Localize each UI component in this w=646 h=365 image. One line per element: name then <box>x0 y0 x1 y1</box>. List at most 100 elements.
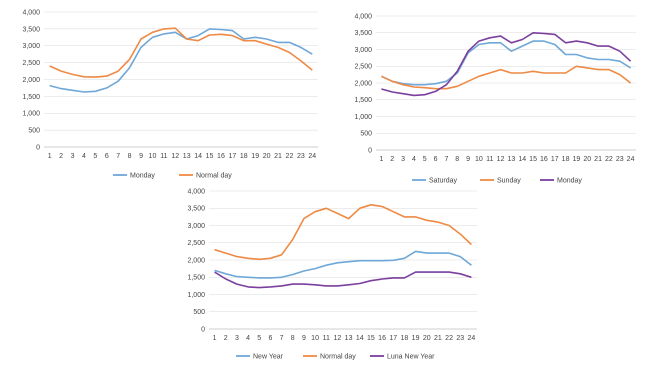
x-tick-label: 5 <box>93 153 97 160</box>
y-tick-label: 3,500 <box>22 26 40 33</box>
x-tick-label: 16 <box>540 156 548 163</box>
x-tick-label: 22 <box>445 335 453 342</box>
x-tick-label: 15 <box>206 153 214 160</box>
x-tick-label: 22 <box>286 153 294 160</box>
legend-label: Saturday <box>429 177 458 184</box>
x-tick-label: 4 <box>246 335 250 342</box>
x-tick-label: 3 <box>401 156 405 163</box>
x-tick-label: 9 <box>466 156 470 163</box>
series-line-new-year <box>214 250 472 279</box>
x-tick-label: 8 <box>455 156 459 163</box>
x-tick-label: 18 <box>240 153 248 160</box>
x-tick-label: 4 <box>82 153 86 160</box>
x-tick-label: 10 <box>311 335 319 342</box>
x-tick-label: 17 <box>228 153 236 160</box>
x-tick-label: 21 <box>434 335 442 342</box>
x-tick-label: 16 <box>217 153 225 160</box>
x-tick-label: 19 <box>251 153 259 160</box>
x-tick-label: 8 <box>128 153 132 160</box>
chart-weekend-vs-monday: 0 500 1,000 1,500 2,000 2,500 3,000 3,500 4,000 1… <box>354 13 636 184</box>
x-tick-label: 3 <box>71 153 75 160</box>
x-tick-label: 15 <box>529 156 537 163</box>
x-tick-label: 12 <box>497 156 505 163</box>
x-tick-label: 20 <box>263 153 271 160</box>
x-tick-label: 5 <box>257 335 261 342</box>
y-tick-label: 3,500 <box>187 206 205 213</box>
y-tick-label: 1,500 <box>22 94 40 101</box>
x-tick-label: 21 <box>274 153 282 160</box>
x-tick-label: 7 <box>280 335 284 342</box>
y-tick-label: 2,500 <box>187 240 205 247</box>
x-tick-label: 21 <box>594 156 602 163</box>
series-line-luna-new-year <box>214 271 472 289</box>
x-tick-label: 24 <box>627 156 635 163</box>
legend-label: New Year <box>253 353 284 360</box>
x-tick-label: 14 <box>518 156 526 163</box>
x-tick-label: 6 <box>105 153 109 160</box>
x-tick-label: 24 <box>308 153 316 160</box>
legend-label: Sunday <box>497 177 521 184</box>
chart-monday-vs-normal-day: 0 500 1,000 1,500 2,000 2,500 3,000 3,500 4,000 1… <box>22 9 318 179</box>
x-tick-label: 6 <box>434 156 438 163</box>
x-tick-label: 16 <box>378 335 386 342</box>
x-tick-label: 11 <box>160 153 167 160</box>
x-tick-label: 11 <box>486 156 493 163</box>
x-tick-label: 2 <box>224 335 228 342</box>
series-line-normal-day <box>214 204 472 261</box>
x-tick-label: 23 <box>297 153 305 160</box>
y-tick-label: 1,500 <box>354 97 372 104</box>
chart-holidays-vs-normal-day: 0 500 1,000 1,500 2,000 2,500 3,000 3,500 4,000 1… <box>187 188 477 360</box>
y-tick-label: 4,000 <box>354 13 372 20</box>
y-tick-label: 2,500 <box>22 60 40 67</box>
x-tick-label: 7 <box>116 153 120 160</box>
x-tick-label: 22 <box>605 156 613 163</box>
x-tick-label: 1 <box>48 153 52 160</box>
y-tick-label: 2,000 <box>354 80 372 87</box>
series-line-monday <box>49 28 313 93</box>
x-tick-label: 4 <box>412 156 416 163</box>
x-tick-label: 6 <box>268 335 272 342</box>
y-tick-label: 3,000 <box>187 223 205 230</box>
x-tick-label: 10 <box>475 156 483 163</box>
x-tick-label: 14 <box>356 335 364 342</box>
x-tick-label: 10 <box>149 153 157 160</box>
y-tick-label: 0 <box>368 147 372 154</box>
x-tick-label: 13 <box>345 335 353 342</box>
x-tick-label: 12 <box>171 153 179 160</box>
x-tick-label: 15 <box>367 335 375 342</box>
series-line-sunday <box>381 65 632 90</box>
x-tick-label: 14 <box>194 153 202 160</box>
x-tick-label: 19 <box>412 335 420 342</box>
legend-label: Monday <box>557 177 582 184</box>
x-tick-label: 2 <box>390 156 394 163</box>
x-tick-label: 18 <box>401 335 409 342</box>
x-tick-label: 8 <box>291 335 295 342</box>
y-tick-label: 0 <box>201 326 205 333</box>
series-line-monday <box>381 31 632 97</box>
x-tick-label: 20 <box>423 335 431 342</box>
y-tick-label: 0 <box>36 144 40 151</box>
x-tick-label: 9 <box>302 335 306 342</box>
x-tick-label: 23 <box>456 335 464 342</box>
y-tick-label: 4,000 <box>22 9 40 16</box>
x-tick-label: 1 <box>379 156 383 163</box>
x-tick-label: 24 <box>468 335 476 342</box>
x-tick-label: 1 <box>213 335 217 342</box>
x-tick-label: 19 <box>573 156 581 163</box>
x-tick-label: 17 <box>389 335 397 342</box>
y-tick-label: 3,500 <box>354 30 372 37</box>
x-tick-label: 2 <box>59 153 63 160</box>
y-tick-label: 500 <box>28 128 40 135</box>
y-tick-label: 1,000 <box>354 114 372 121</box>
x-tick-label: 20 <box>583 156 591 163</box>
y-tick-label: 3,000 <box>22 43 40 50</box>
series-line-saturday <box>381 40 632 86</box>
y-tick-label: 2,000 <box>187 257 205 264</box>
x-tick-label: 3 <box>235 335 239 342</box>
y-tick-label: 2,000 <box>22 77 40 84</box>
x-tick-label: 13 <box>508 156 516 163</box>
x-tick-label: 9 <box>139 153 143 160</box>
x-tick-label: 11 <box>323 335 330 342</box>
y-tick-label: 1,000 <box>187 292 205 299</box>
